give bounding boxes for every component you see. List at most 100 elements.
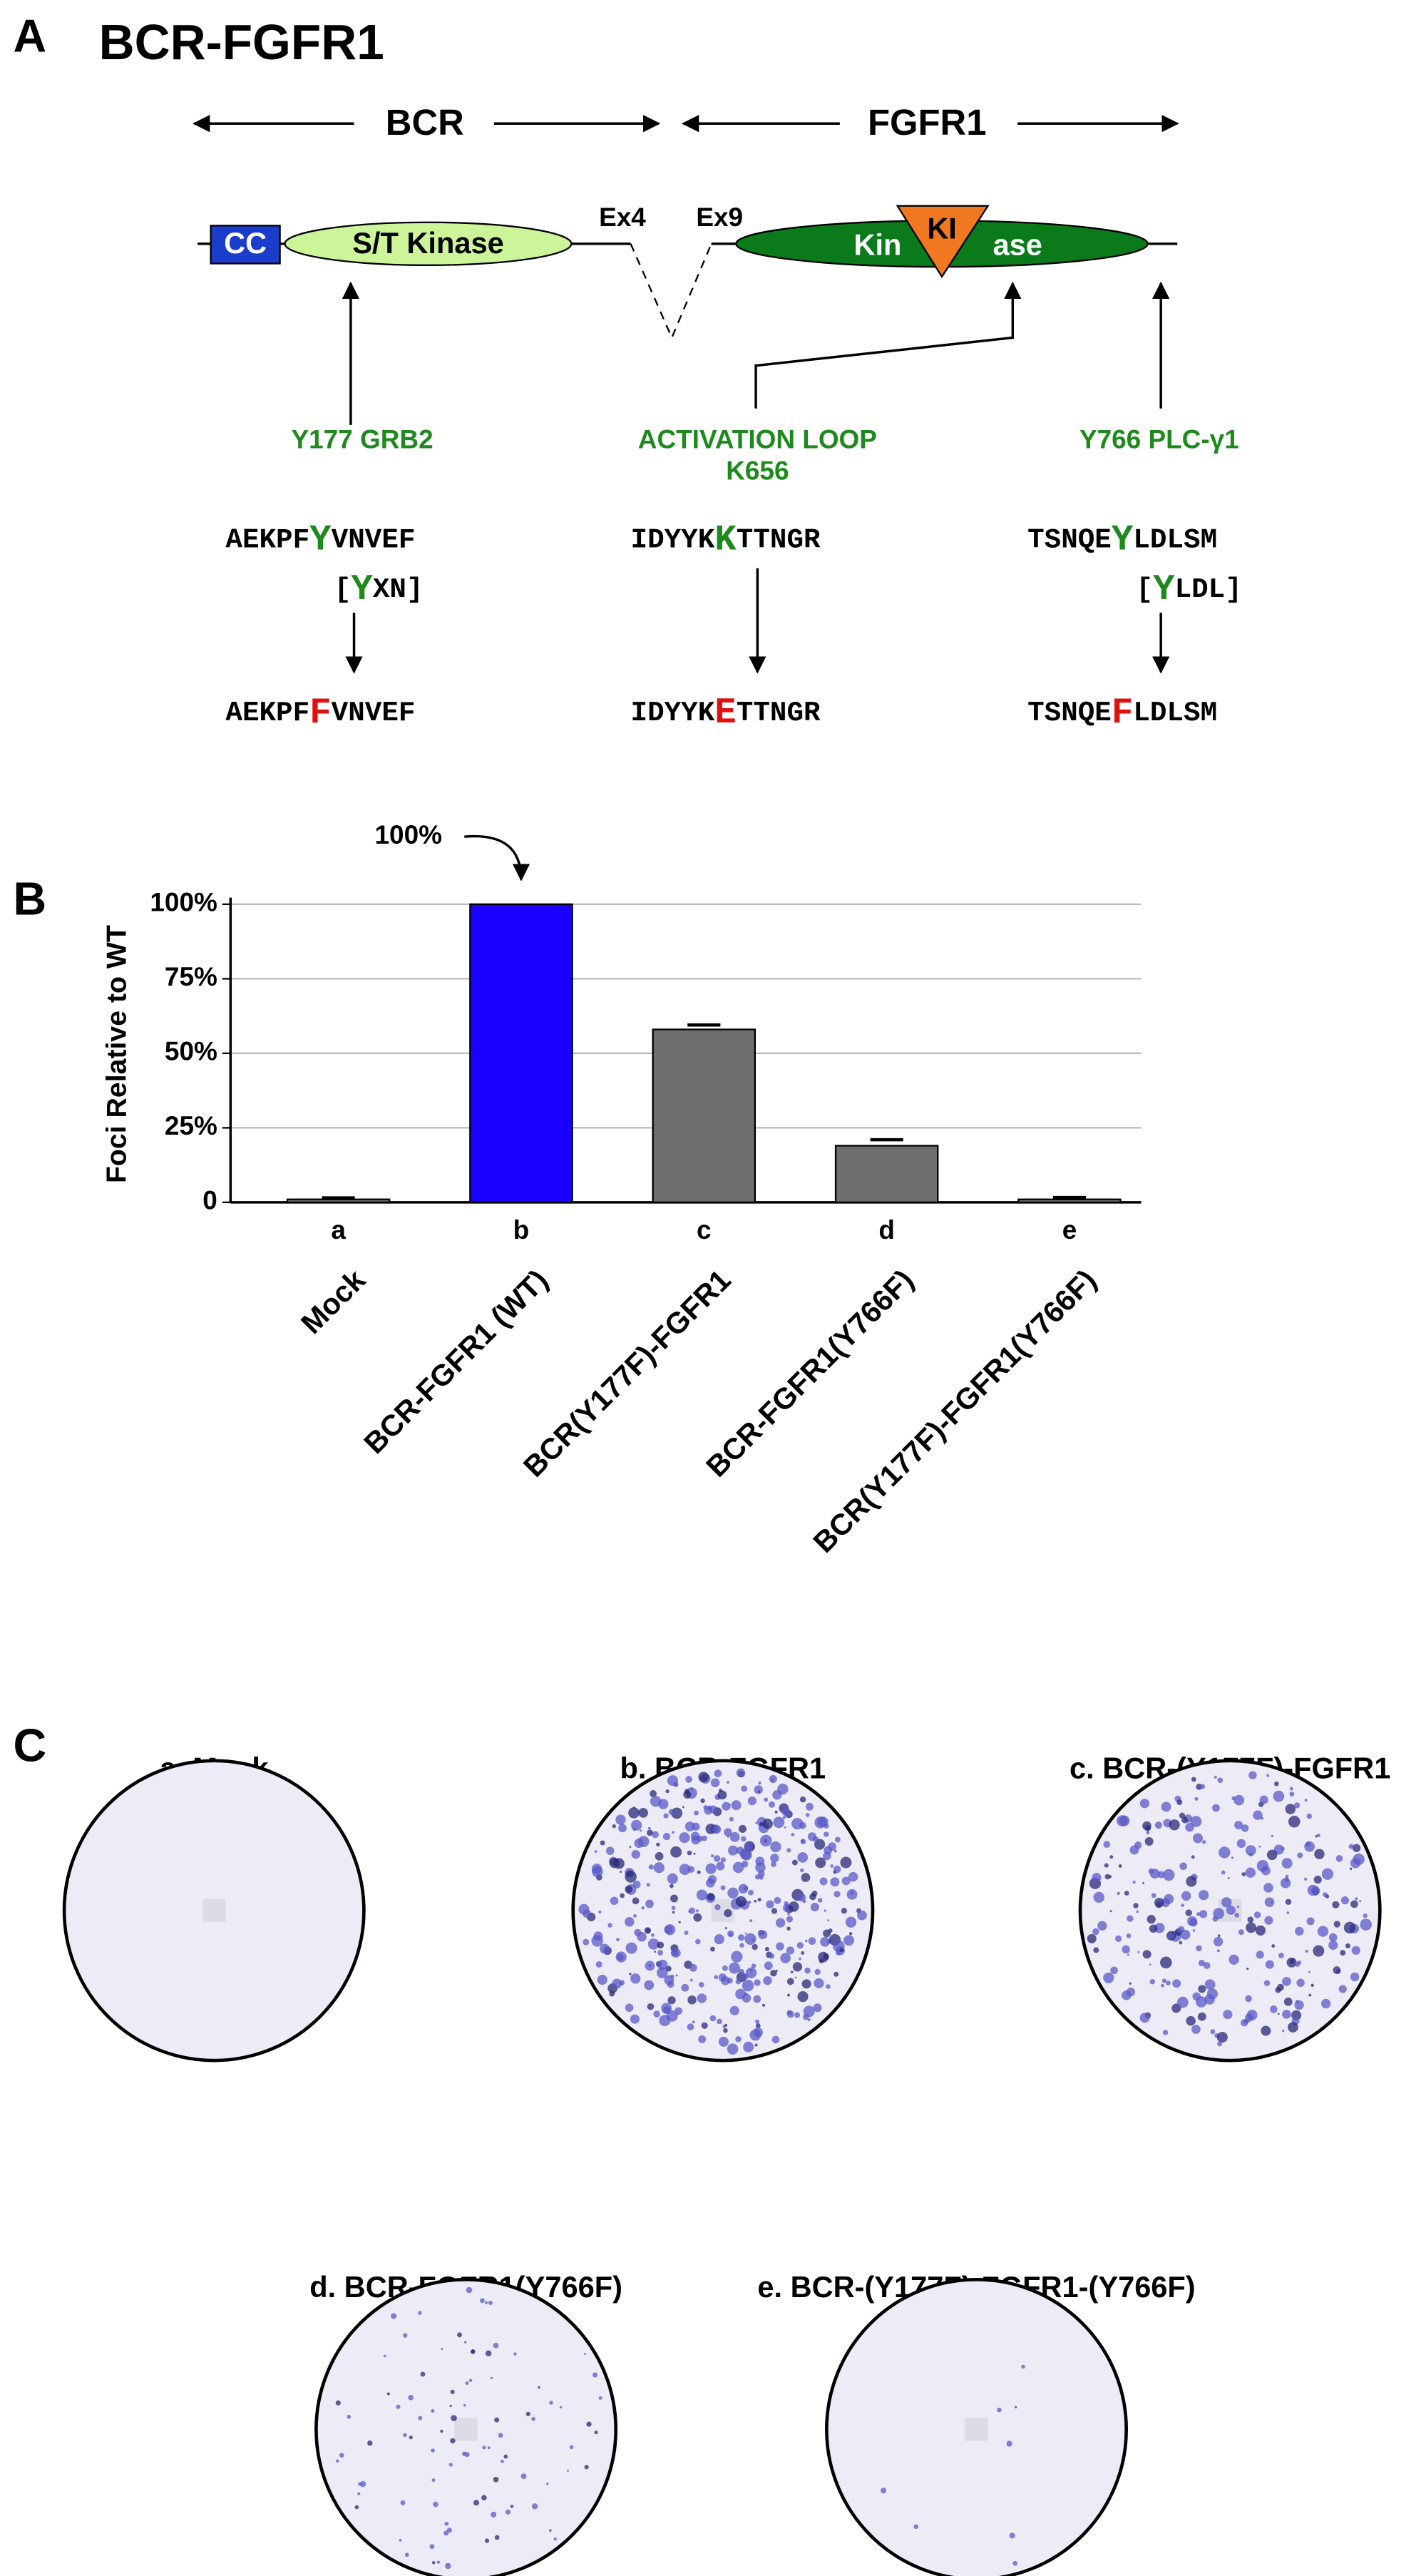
focus — [814, 1839, 826, 1850]
focus — [569, 2445, 574, 2450]
focus — [1355, 1897, 1358, 1901]
focus — [824, 1846, 833, 1855]
residues: TTNGR — [737, 524, 821, 556]
focus — [600, 1840, 605, 1846]
focus — [702, 2022, 706, 2027]
focus — [598, 1910, 602, 1913]
focus — [431, 2560, 436, 2565]
focus — [1216, 1949, 1220, 1953]
focus — [464, 2452, 470, 2458]
site-label: Y766 PLC-γ1 — [1079, 425, 1239, 454]
focus — [443, 2530, 449, 2536]
focus — [1202, 1840, 1206, 1844]
x-tick-label: b — [513, 1215, 530, 1244]
focus — [633, 1913, 637, 1918]
focus — [1350, 1900, 1358, 1908]
focus — [718, 1789, 723, 1793]
focus — [1181, 1891, 1191, 1901]
focus — [408, 2395, 414, 2401]
focus — [698, 2035, 707, 2043]
focus — [771, 1908, 778, 1914]
focus — [727, 1887, 739, 1898]
focus — [697, 1993, 707, 2003]
focus — [644, 1927, 652, 1934]
focus — [638, 1808, 649, 1818]
focus — [774, 1810, 778, 1814]
focus — [1335, 1855, 1343, 1862]
focus — [1199, 1890, 1209, 1901]
bar — [1017, 1198, 1122, 1204]
focus — [814, 1968, 821, 1976]
focus — [717, 1790, 727, 1800]
focus — [769, 1953, 775, 1959]
focus — [583, 1938, 590, 1946]
focus — [672, 1911, 675, 1914]
focus — [1103, 1972, 1114, 1983]
focus — [697, 1870, 701, 1874]
focus — [503, 2454, 508, 2459]
focus — [1285, 1874, 1289, 1879]
focus — [625, 1885, 633, 1893]
focus — [1144, 1836, 1154, 1846]
dish-mark — [202, 1898, 226, 1923]
focus — [1317, 1926, 1329, 1937]
focus — [687, 1850, 692, 1856]
focus — [631, 1850, 640, 1859]
focus — [1154, 1821, 1162, 1829]
focus — [630, 1973, 641, 1984]
residues: TSNQE — [1027, 524, 1112, 556]
focus — [1104, 1874, 1111, 1880]
focus — [448, 2463, 453, 2467]
focus — [1263, 1883, 1273, 1893]
annotation-arrow — [464, 834, 530, 881]
focus — [823, 1929, 831, 1938]
focus — [391, 2313, 397, 2319]
focus — [1122, 1990, 1132, 2000]
focus — [1243, 2018, 1249, 2024]
focus — [770, 1854, 779, 1863]
focus — [770, 1969, 777, 1977]
focus — [1297, 1852, 1303, 1859]
focus — [670, 1894, 678, 1903]
focus — [1246, 1967, 1249, 1971]
focus — [1273, 1790, 1285, 1802]
focus — [1308, 1971, 1310, 1973]
cc-domain — [210, 225, 281, 265]
focus — [578, 1903, 590, 1915]
focus — [1238, 1929, 1244, 1936]
focus — [335, 2400, 341, 2406]
y-axis-label: Foci Relative to WT — [101, 925, 133, 1183]
focus — [1216, 2032, 1228, 2043]
focus — [1340, 1950, 1346, 1956]
ki-insert — [896, 205, 990, 279]
focus — [629, 1973, 632, 1976]
focus — [1133, 1903, 1139, 1908]
focus — [386, 2392, 390, 2396]
focus — [441, 2348, 443, 2351]
mutated-residue: F — [309, 693, 331, 734]
label: FGFR1 — [868, 102, 987, 143]
focus — [805, 1813, 810, 1817]
focus — [1226, 1905, 1236, 1915]
focus — [465, 2381, 469, 2386]
focus — [729, 2005, 739, 2015]
focus — [357, 2492, 361, 2495]
focus — [678, 1921, 681, 1923]
focus — [399, 2538, 402, 2542]
focus — [1204, 1979, 1216, 1990]
focus — [1245, 1995, 1252, 2003]
label: CC — [224, 226, 267, 260]
focus — [1149, 1978, 1156, 1985]
focus — [1151, 1893, 1156, 1898]
arrow — [754, 281, 1022, 409]
focus — [696, 1889, 708, 1901]
focus — [796, 1942, 804, 1949]
focus — [1161, 1983, 1164, 1988]
focus — [850, 1891, 854, 1895]
focus — [1266, 1774, 1270, 1777]
focus — [615, 1814, 626, 1825]
y-tick-label: 50% — [165, 1037, 217, 1066]
focus — [1214, 1775, 1217, 1779]
focus — [727, 1781, 729, 1784]
focus — [1241, 1872, 1246, 1876]
